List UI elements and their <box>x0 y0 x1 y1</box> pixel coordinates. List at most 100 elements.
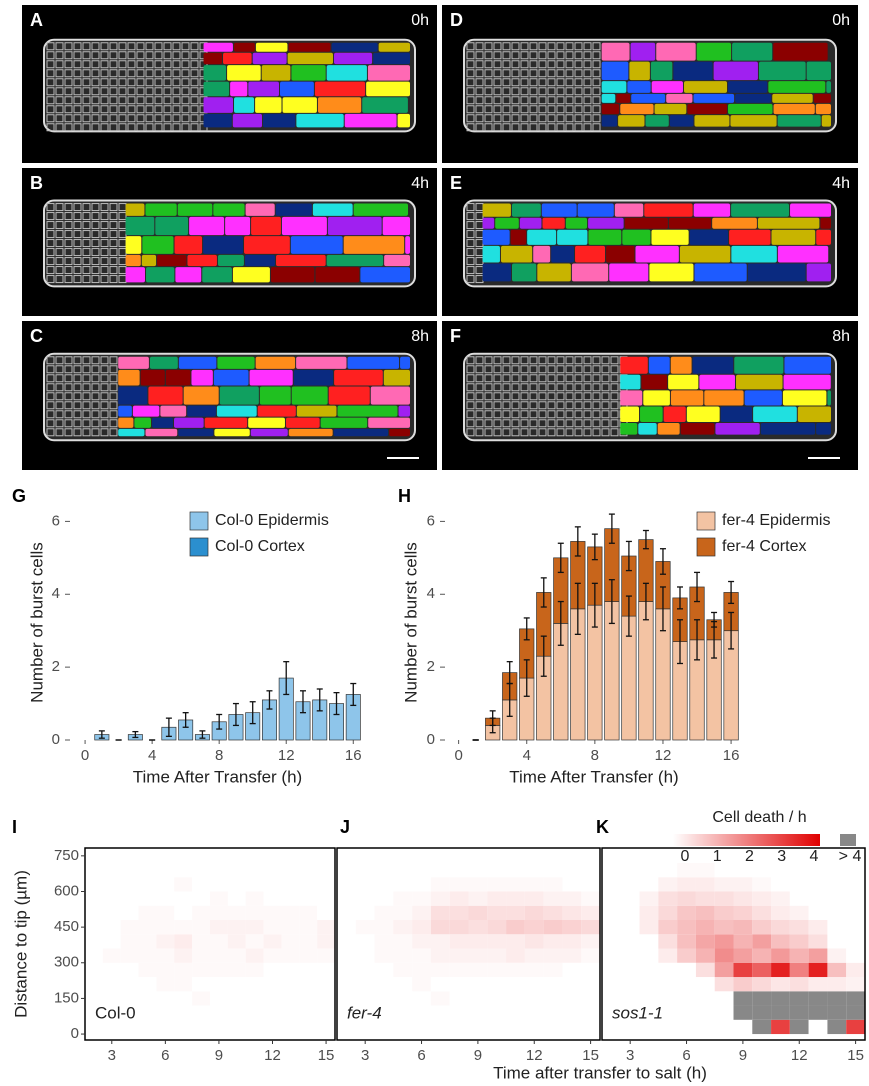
segmented-cell <box>644 203 693 217</box>
segmented-cell <box>213 203 245 216</box>
heatmap-cell <box>677 848 696 863</box>
legend-swatch <box>696 511 716 531</box>
root-cell <box>46 428 55 437</box>
root-cell <box>466 365 475 374</box>
heatmap-cell <box>562 920 582 935</box>
segmented-cell <box>542 217 565 229</box>
segmented-cell <box>248 417 285 428</box>
root-cell <box>73 257 82 266</box>
root-cell <box>583 356 592 365</box>
root-cell <box>565 374 574 383</box>
segmented-cell <box>293 369 334 386</box>
segmented-cell <box>189 216 225 236</box>
root-cell <box>46 257 55 266</box>
root-cell <box>466 419 475 428</box>
root-cell <box>466 383 475 392</box>
heatmap-cell <box>581 977 600 992</box>
error-bar <box>283 661 290 696</box>
root-cell <box>610 428 619 437</box>
heatmap-cell <box>846 934 865 949</box>
heatmap-cell <box>210 1019 228 1035</box>
root-cell <box>118 42 127 51</box>
heatmap-cell <box>393 962 413 978</box>
root-cell <box>475 365 484 374</box>
root-cell <box>592 401 601 410</box>
heatmap-cell <box>138 1005 157 1020</box>
root-cell <box>64 392 73 401</box>
root-cell <box>91 203 100 212</box>
heatmap-frame <box>84 847 336 1041</box>
heatmap-cell <box>468 1005 488 1020</box>
segmented-cell <box>686 406 720 422</box>
heatmap-cell <box>355 862 375 878</box>
heatmap-cell <box>192 905 210 920</box>
heatmap-cell <box>374 891 394 906</box>
heatmap-cell <box>210 905 228 920</box>
legend-swatch <box>189 537 209 557</box>
heatmap-cell <box>543 848 563 863</box>
root-cell <box>82 383 91 392</box>
heatmap-cell <box>639 948 659 963</box>
root-cell <box>538 365 547 374</box>
segmented-cell <box>696 42 732 61</box>
root-cell <box>493 401 502 410</box>
root-cell <box>592 123 601 132</box>
heatmap-cell <box>430 962 450 978</box>
error-bar <box>333 691 340 716</box>
heatmap-cell <box>317 962 335 978</box>
root-cell <box>82 96 91 105</box>
error-bar <box>608 579 615 625</box>
segmented-cell <box>650 61 673 81</box>
root-cell <box>127 78 136 87</box>
root-cell <box>64 212 73 221</box>
heatmap-cell <box>299 948 318 963</box>
root-cell <box>145 96 154 105</box>
heatmap-cell <box>174 1005 193 1020</box>
segmented-cell <box>134 417 151 428</box>
heatmap-cell <box>210 977 228 992</box>
heatmap-cell <box>449 848 469 863</box>
heatmap-cell <box>658 848 678 863</box>
segmented-cell <box>495 217 519 229</box>
heatmap-cell <box>714 991 734 1006</box>
segmented-cell <box>601 81 627 93</box>
heatmap-cell <box>227 891 246 906</box>
root-cell <box>502 365 511 374</box>
heatmap-cell <box>393 977 413 992</box>
heatmap-cell <box>299 848 318 863</box>
heatmap-cell <box>317 1019 335 1035</box>
heatmap-cell <box>602 905 621 920</box>
segmented-cell <box>821 115 831 127</box>
heatmap-cell <box>752 905 772 920</box>
heatmap-cell <box>156 948 175 963</box>
root-cell <box>136 123 145 132</box>
x-tick-label: 6 <box>417 1047 425 1064</box>
heatmap-cell <box>771 1005 790 1020</box>
root-cell <box>100 230 109 239</box>
root-cell <box>511 87 520 96</box>
heatmap-cell <box>714 905 734 920</box>
root-cell <box>502 105 511 114</box>
heatmap-cell <box>752 920 772 935</box>
heatmap-cell <box>714 862 734 878</box>
heatmap-cell <box>393 905 413 920</box>
root-cell <box>511 374 520 383</box>
segmented-cell <box>482 203 511 217</box>
heatmap-cell <box>337 962 356 978</box>
heatmap-cell <box>263 862 282 878</box>
heatmap-cell <box>695 905 715 920</box>
colorbar-over-label: > 4 <box>839 848 862 865</box>
segmented-cell <box>689 229 729 245</box>
root-cell <box>493 60 502 69</box>
segmented-cell <box>640 406 663 422</box>
heatmap-cell <box>639 920 659 935</box>
root-cell <box>109 69 118 78</box>
segmented-cell <box>287 52 333 65</box>
root-cell <box>475 356 484 365</box>
root-cell <box>556 123 565 132</box>
heatmap-cell <box>789 1019 809 1035</box>
root-cell <box>565 105 574 114</box>
heatmap-cell <box>602 1005 621 1020</box>
root-cell <box>466 239 475 248</box>
heatmap-cell <box>846 991 865 1006</box>
